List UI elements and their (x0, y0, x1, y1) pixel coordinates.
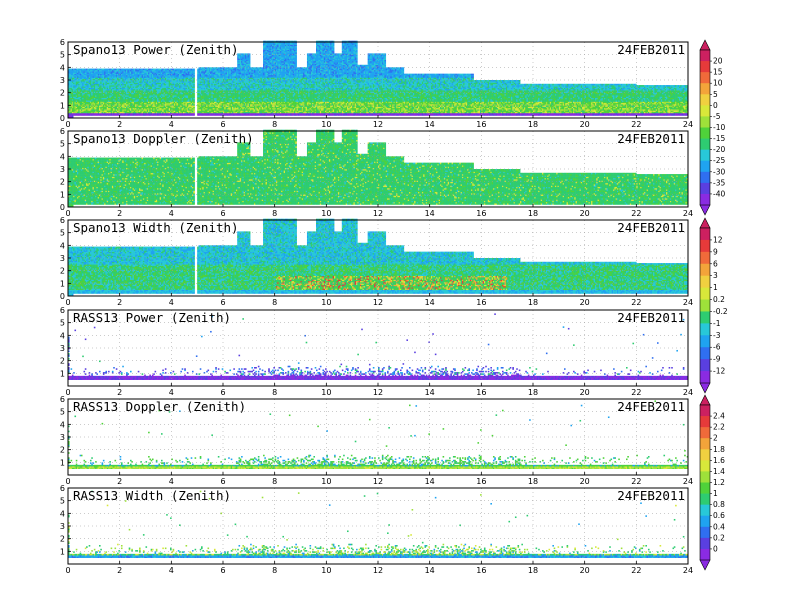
panel-1: 0 2 4 6 8 10 12 14 16 18 20 22 240123456 Spano13 Powe… (60, 38, 693, 129)
